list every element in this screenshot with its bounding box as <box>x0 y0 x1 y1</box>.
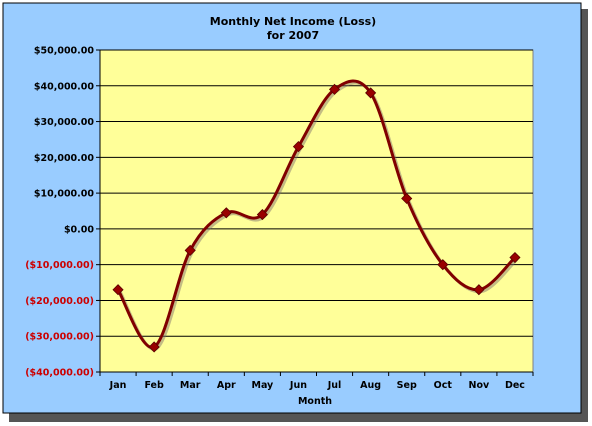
x-tick-label: Jan <box>109 380 127 391</box>
data-point-dec <box>509 251 521 264</box>
y-tick-label: $40,000.00 <box>34 81 94 92</box>
data-point-jul <box>328 83 341 95</box>
y-tick-label: ($30,000.00) <box>25 332 94 343</box>
data-point-aug <box>365 87 377 99</box>
x-axis-tick-marks <box>99 372 534 376</box>
x-axis-tick-labels: Jan Feb Mar Apr May Jun Jul Aug Sep Oct Nov Dec <box>109 380 525 391</box>
y-tick-label: ($10,000.00) <box>25 260 94 271</box>
chart-title-line2: for 2007 <box>267 29 319 42</box>
y-tick-label: $50,000.00 <box>34 46 94 57</box>
y-tick-label: ($40,000.00) <box>25 368 94 379</box>
y-tick-label: $20,000.00 <box>34 153 94 164</box>
x-tick-label: Dec <box>505 380 525 391</box>
chart-title-line1: Monthly Net Income (Loss) <box>210 15 376 28</box>
x-tick-label: May <box>251 380 274 391</box>
x-tick-label: Apr <box>217 380 236 391</box>
y-tick-label: $30,000.00 <box>34 117 94 128</box>
data-point-jun <box>292 141 305 153</box>
data-point-may <box>256 209 268 221</box>
x-tick-label: Oct <box>434 380 453 391</box>
data-point-apr <box>220 207 232 219</box>
x-tick-label: Mar <box>180 380 201 391</box>
x-tick-label: Feb <box>144 380 164 391</box>
y-axis-tick-labels: $50,000.00 $40,000.00 $30,000.00 $20,000.00… <box>25 46 94 379</box>
y-tick-label: $0.00 <box>64 224 94 235</box>
data-point-mar <box>184 244 196 256</box>
data-point-oct <box>437 259 449 271</box>
x-tick-label: Nov <box>469 380 490 391</box>
data-point-feb <box>148 341 160 353</box>
data-point-jan <box>112 284 124 296</box>
x-tick-label: Jul <box>327 380 342 391</box>
x-tick-label: Aug <box>360 380 381 391</box>
y-tick-label: ($20,000.00) <box>25 296 94 307</box>
data-markers <box>112 83 521 353</box>
x-tick-label: Sep <box>397 380 417 391</box>
x-tick-label: Jun <box>289 380 307 391</box>
data-point-nov <box>473 284 485 296</box>
y-tick-label: $10,000.00 <box>34 189 94 200</box>
x-axis-label: Month <box>298 396 332 407</box>
data-point-sep <box>401 192 413 205</box>
